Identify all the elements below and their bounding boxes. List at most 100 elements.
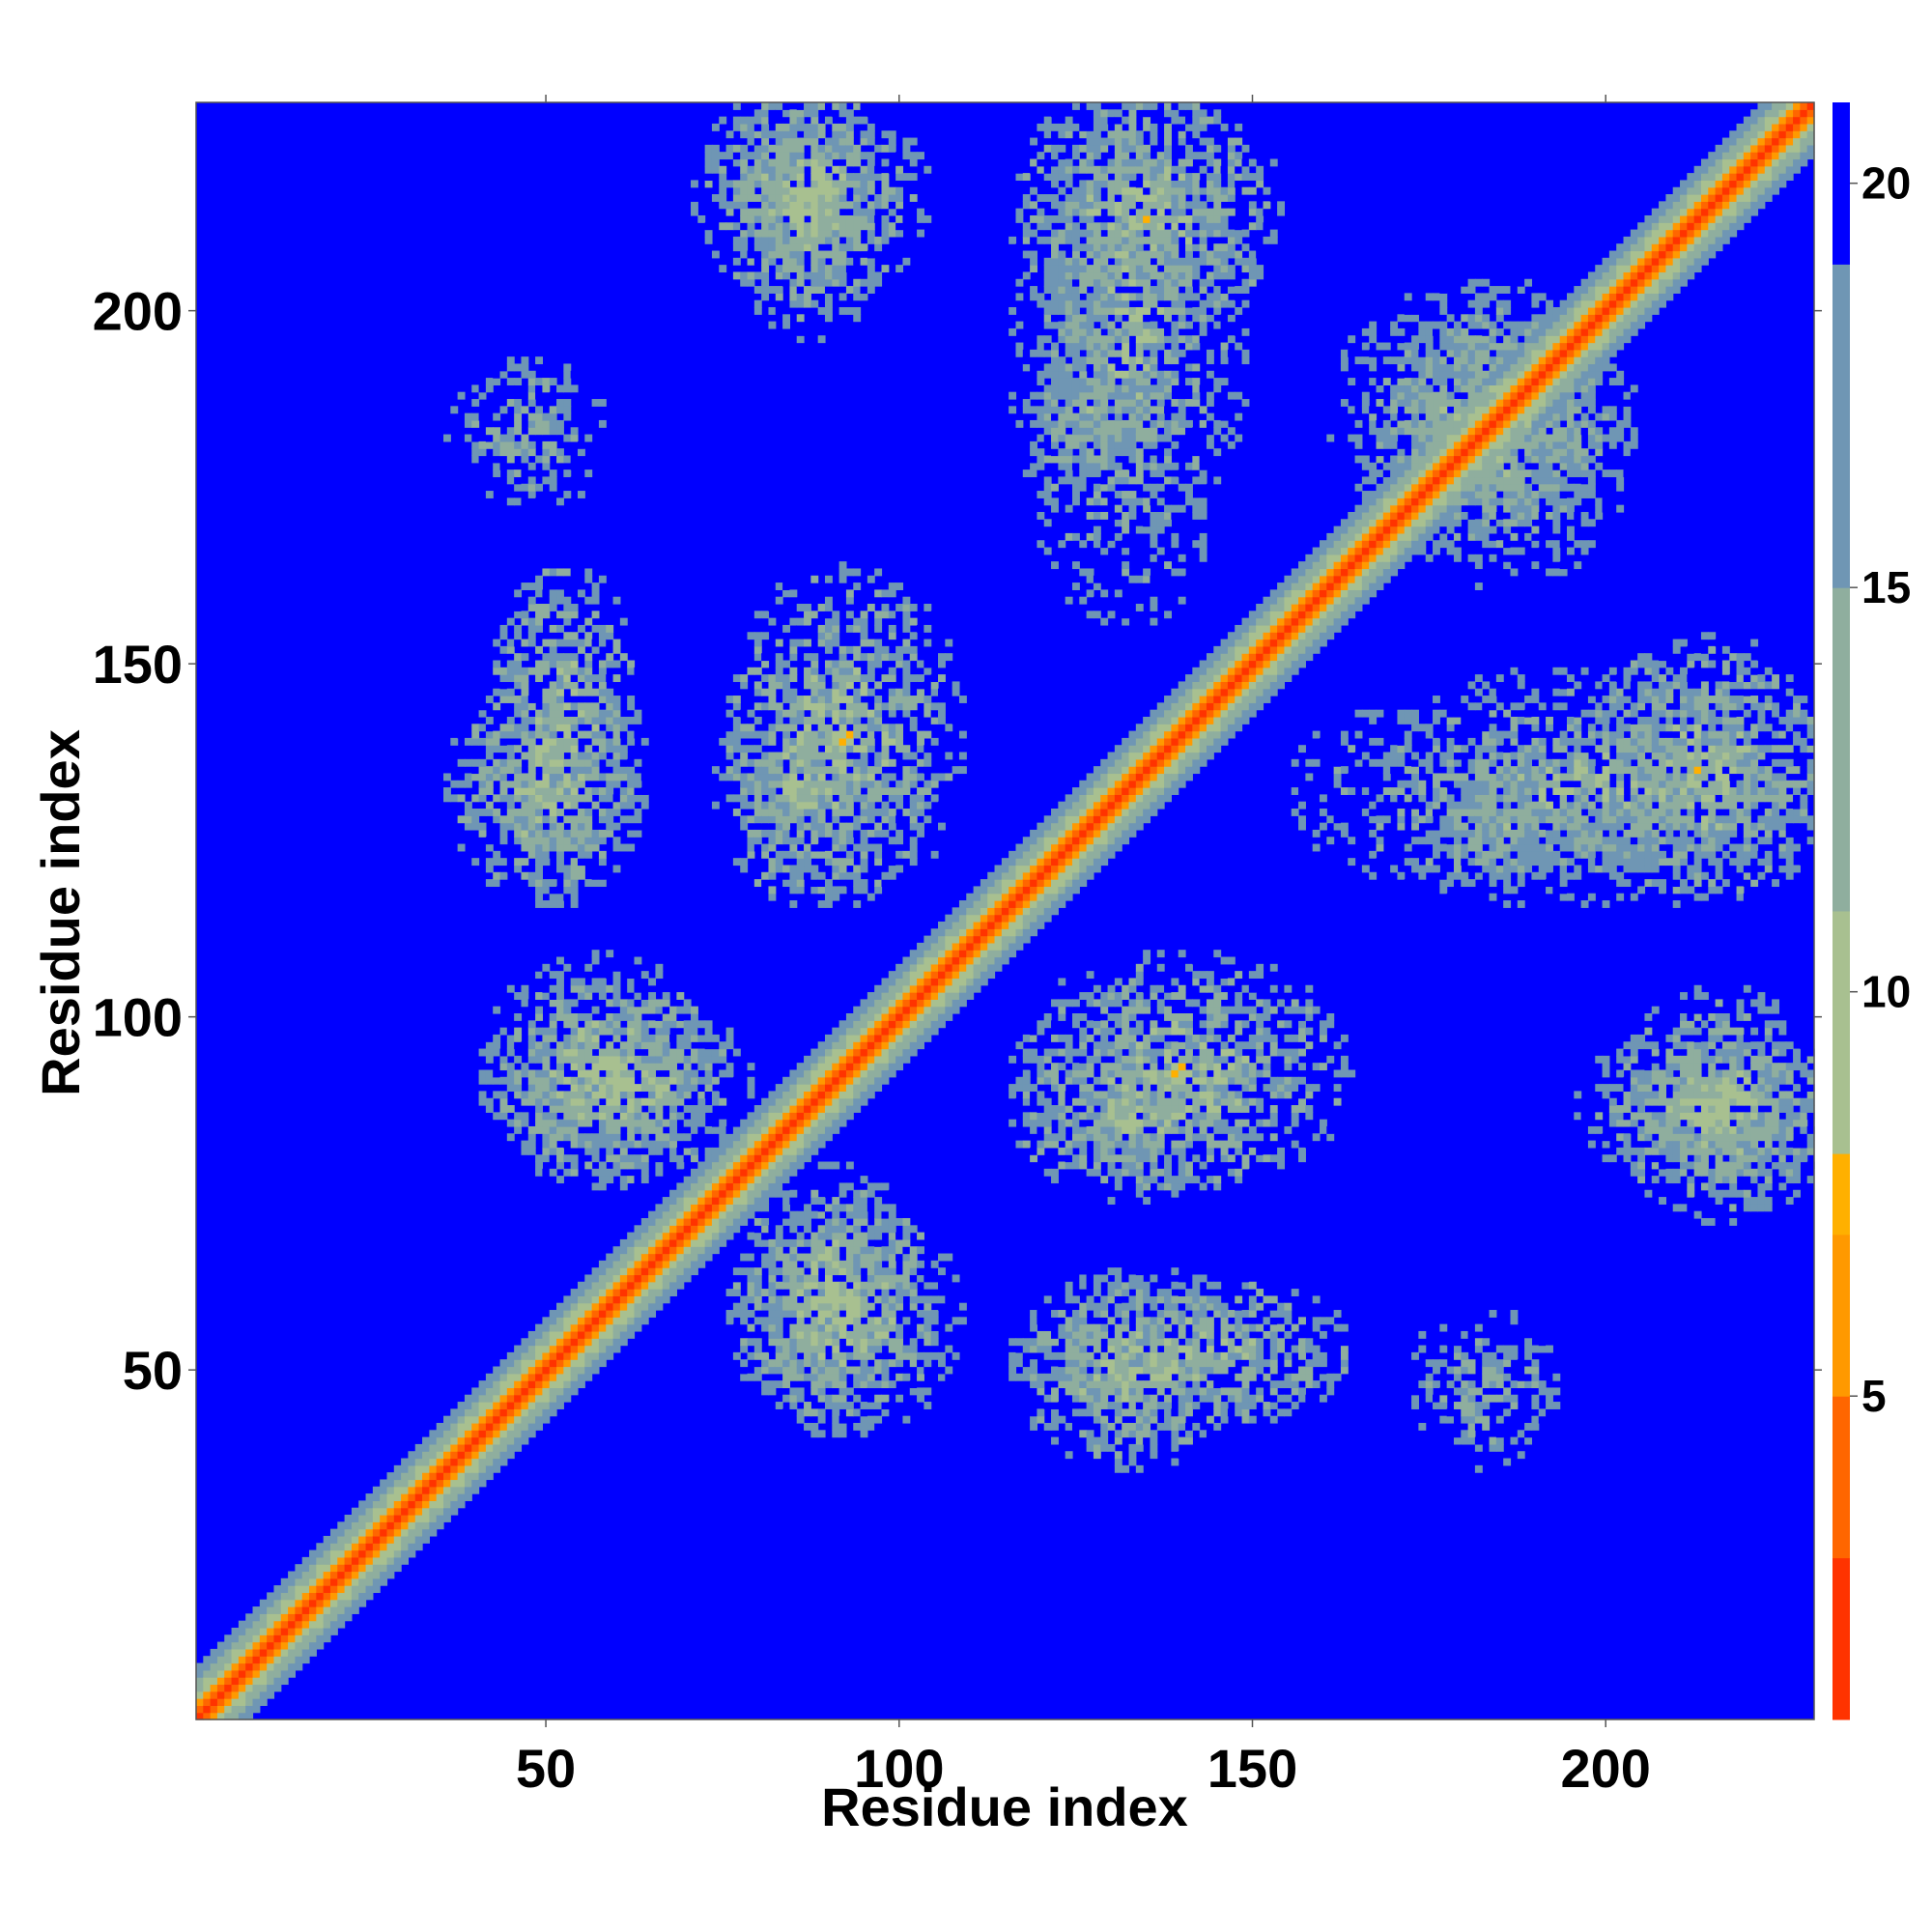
heatmap-cell <box>683 1204 692 1212</box>
heatmap-cell <box>838 214 847 223</box>
heatmap-cell <box>740 278 749 287</box>
heatmap-cell <box>930 1013 939 1021</box>
heatmap-cell <box>280 1641 289 1650</box>
heatmap-cell <box>556 865 564 873</box>
heatmap-cell <box>563 1034 572 1042</box>
heatmap-cell <box>598 696 607 703</box>
heatmap-cell <box>804 293 811 301</box>
heatmap-cell <box>535 427 543 436</box>
heatmap-cell <box>542 1091 551 1099</box>
heatmap-cell <box>414 1451 423 1460</box>
heatmap-cell <box>676 1133 685 1142</box>
heatmap-cell <box>824 1260 833 1268</box>
heatmap-cell <box>697 1217 706 1226</box>
heatmap-cell <box>493 871 501 880</box>
heatmap-cell <box>478 1091 487 1099</box>
heatmap-cell <box>655 1246 664 1255</box>
heatmap-cell <box>838 758 847 767</box>
heatmap-cell <box>817 1260 826 1268</box>
heatmap-cell <box>527 1387 536 1396</box>
heatmap-cell <box>471 1430 480 1438</box>
heatmap-cell <box>917 984 924 993</box>
heatmap-cell <box>874 822 883 831</box>
heatmap-cell <box>676 1267 685 1276</box>
heatmap-cell <box>732 1182 741 1191</box>
heatmap-cell <box>627 1246 636 1255</box>
heatmap-cell <box>288 1585 296 1594</box>
heatmap-cell <box>224 1698 233 1706</box>
heatmap-cell <box>676 992 685 1000</box>
heatmap-cell <box>838 737 847 746</box>
heatmap-cell <box>789 265 798 273</box>
heatmap-cell <box>853 306 862 315</box>
heatmap-cell <box>697 1182 706 1191</box>
heatmap-cell <box>450 1415 459 1424</box>
heatmap-cell <box>598 1076 607 1085</box>
heatmap-cell <box>804 102 811 110</box>
heatmap-cell <box>824 702 833 711</box>
heatmap-cell <box>521 696 529 703</box>
heatmap-cell <box>549 900 557 908</box>
heatmap-cell <box>719 1225 727 1234</box>
heatmap-cell <box>669 1281 677 1290</box>
heatmap-cell <box>740 787 749 795</box>
heatmap-cell <box>535 1373 543 1381</box>
heatmap-cell <box>902 611 911 619</box>
heatmap-cell <box>761 1238 770 1247</box>
heatmap-cell <box>860 843 868 852</box>
heatmap-cell <box>860 222 868 231</box>
heatmap-cell <box>570 745 579 753</box>
heatmap-cell <box>563 1345 572 1353</box>
heatmap-cell <box>704 1217 713 1226</box>
heatmap-cell <box>704 180 713 188</box>
heatmap-cell <box>386 1479 395 1488</box>
heatmap-cell <box>782 829 791 838</box>
heatmap-cell <box>832 696 840 703</box>
heatmap-cell <box>591 730 600 739</box>
heatmap-cell <box>782 109 791 118</box>
heatmap-cell <box>691 1119 698 1127</box>
heatmap-cell <box>930 1295 939 1304</box>
heatmap-cell <box>775 265 783 273</box>
heatmap-cell <box>719 165 727 174</box>
heatmap-cell <box>824 137 833 146</box>
heatmap-cell <box>761 766 770 775</box>
heatmap-cell <box>824 858 833 867</box>
heatmap-cell <box>259 1620 268 1629</box>
heatmap-cell <box>563 412 572 421</box>
heatmap-cell <box>796 1069 805 1078</box>
heatmap-cell <box>273 1585 282 1594</box>
heatmap-cell <box>881 801 890 810</box>
heatmap-cell <box>845 794 854 803</box>
heatmap-cell <box>867 829 875 838</box>
heatmap-cell <box>563 568 572 577</box>
heatmap-cell <box>662 1013 670 1021</box>
heatmap-cell <box>280 1648 289 1657</box>
heatmap-cell <box>832 737 840 746</box>
heatmap-cell <box>471 724 480 732</box>
heatmap-cell <box>527 1330 536 1339</box>
heatmap-cell <box>881 645 890 654</box>
heatmap-cell <box>789 1330 798 1339</box>
heatmap-cell <box>691 1204 698 1212</box>
heatmap-cell <box>676 1097 685 1106</box>
heatmap-cell <box>542 1366 551 1375</box>
heatmap-cell <box>817 829 826 838</box>
heatmap-cell <box>860 617 868 626</box>
heatmap-cell <box>676 1238 685 1247</box>
heatmap-cell <box>917 1027 924 1036</box>
heatmap-cell <box>570 681 579 690</box>
heatmap-cell <box>584 1091 593 1099</box>
heatmap-cell <box>917 801 924 810</box>
heatmap-cell <box>329 1577 338 1586</box>
heatmap-cell <box>521 582 529 590</box>
heatmap-cell <box>443 1436 451 1445</box>
heatmap-cell <box>634 1105 642 1113</box>
heatmap-cell <box>845 265 854 273</box>
heatmap-cell <box>563 617 572 626</box>
heatmap-cell <box>845 144 854 153</box>
heatmap-cell <box>768 1097 777 1106</box>
heatmap-cell <box>521 1408 529 1417</box>
heatmap-cell <box>493 462 501 470</box>
heatmap-cell <box>732 724 741 732</box>
